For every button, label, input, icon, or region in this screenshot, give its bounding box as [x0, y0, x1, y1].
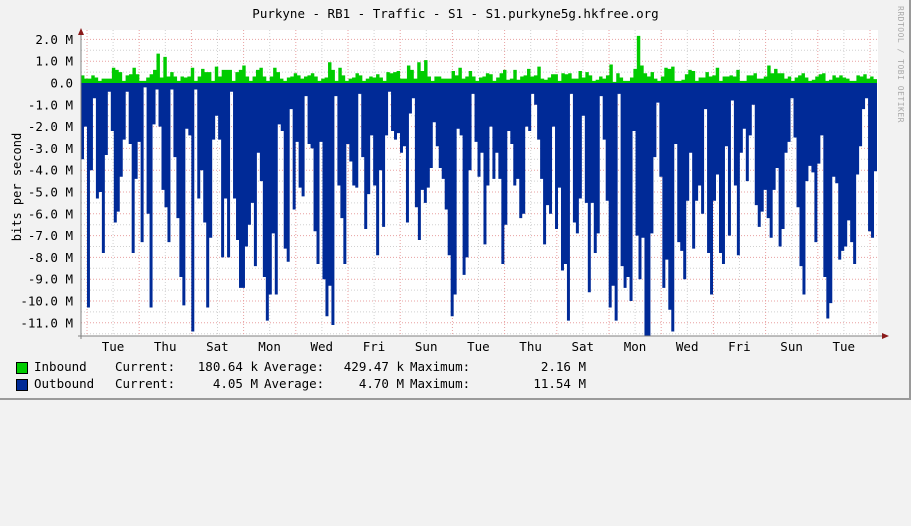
svg-text:Sun: Sun: [415, 339, 438, 354]
average-label: Average:: [264, 376, 325, 391]
svg-text:Thu: Thu: [154, 339, 177, 354]
current-label: Current:: [115, 376, 176, 391]
svg-text:-1.0 M: -1.0 M: [28, 97, 73, 112]
svg-text:0.0: 0.0: [50, 76, 73, 91]
x-axis-arrow-icon: [882, 333, 889, 339]
legend-row-inbound: Inbound Current: 180.64 k Average: 429.4…: [16, 359, 586, 376]
svg-text:Sat: Sat: [572, 339, 595, 354]
outbound-swatch-icon: [16, 379, 28, 391]
outbound-area: [81, 83, 877, 336]
average-value: 429.47 k: [343, 359, 404, 374]
svg-text:Mon: Mon: [258, 339, 281, 354]
current-label: Current:: [115, 359, 176, 374]
current-value: 4.05 M: [212, 376, 258, 391]
svg-text:-6.0 M: -6.0 M: [28, 206, 73, 221]
svg-text:-5.0 M: -5.0 M: [28, 185, 73, 200]
svg-text:Sun: Sun: [780, 339, 803, 354]
svg-text:-2.0 M: -2.0 M: [28, 119, 73, 134]
rrdtool-watermark: RRDTOOL / TOBI OETIKER: [896, 6, 905, 123]
svg-text:Sat: Sat: [206, 339, 229, 354]
maximum-label: Maximum:: [410, 359, 471, 374]
svg-text:-4.0 M: -4.0 M: [28, 163, 73, 178]
inbound-swatch-icon: [16, 362, 28, 374]
svg-text:-10.0 M: -10.0 M: [20, 294, 73, 309]
current-value: 180.64 k: [197, 359, 258, 374]
maximum-value: 2.16 M: [540, 359, 586, 374]
svg-text:Mon: Mon: [624, 339, 647, 354]
legend: Inbound Current: 180.64 k Average: 429.4…: [16, 359, 586, 393]
legend-label: Inbound: [34, 359, 87, 374]
maximum-label: Maximum:: [410, 376, 471, 391]
svg-text:Fri: Fri: [363, 339, 386, 354]
svg-text:Wed: Wed: [311, 339, 334, 354]
svg-text:Tue: Tue: [833, 339, 856, 354]
legend-row-outbound: Outbound Current: 4.05 M Average: 4.70 M…: [16, 376, 586, 393]
plot-area: 2.0 M 1.0 M 0.0 -1.0 M -2.0 M -3.0 M -4.0 M -5.…: [20, 28, 889, 354]
legend-label: Outbound: [34, 376, 95, 391]
y-tick-labels: 2.0 M 1.0 M 0.0 -1.0 M -2.0 M -3.0 M -4.0 M -5.…: [20, 32, 73, 330]
svg-text:Thu: Thu: [519, 339, 542, 354]
svg-text:Tue: Tue: [102, 339, 125, 354]
x-tick-labels: Tue Thu Sat Mon Wed Fri Sun Tue Thu Sat Mon Wed Fri S…: [102, 339, 855, 354]
svg-text:-11.0 M: -11.0 M: [20, 315, 73, 330]
inbound-area: [81, 35, 877, 83]
svg-text:-8.0 M: -8.0 M: [28, 250, 73, 265]
svg-text:Tue: Tue: [467, 339, 490, 354]
average-value: 4.70 M: [358, 376, 404, 391]
svg-text:-9.0 M: -9.0 M: [28, 272, 73, 287]
svg-text:Wed: Wed: [676, 339, 699, 354]
chart-title: Purkyne - RB1 - Traffic - S1 - S1.purkyn…: [252, 6, 659, 21]
svg-text:-3.0 M: -3.0 M: [28, 141, 73, 156]
svg-text:2.0 M: 2.0 M: [35, 32, 73, 47]
average-label: Average:: [264, 359, 325, 374]
svg-text:-7.0 M: -7.0 M: [28, 228, 73, 243]
svg-text:1.0 M: 1.0 M: [35, 54, 73, 69]
maximum-value: 11.54 M: [533, 376, 586, 391]
y-axis-arrow-icon: [78, 28, 84, 35]
svg-text:Fri: Fri: [728, 339, 751, 354]
